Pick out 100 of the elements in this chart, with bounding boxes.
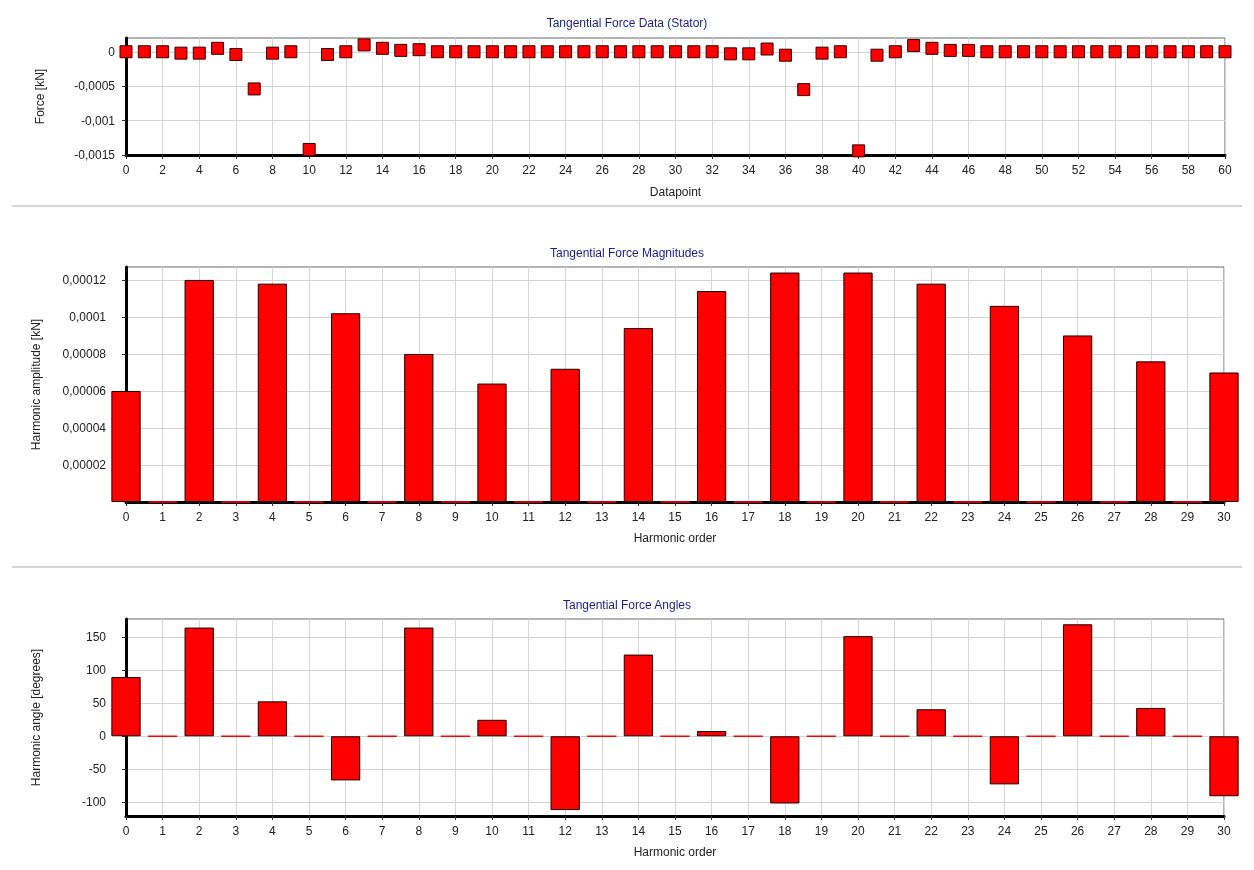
x-tick-label: 16 <box>704 510 719 524</box>
y-tick-label: -0,0015 <box>74 148 116 162</box>
x-tick-label: 28 <box>632 163 646 177</box>
x-tick-label: 25 <box>1034 510 1048 524</box>
x-tick-label: 2 <box>159 163 167 177</box>
x-tick-label: 10 <box>302 163 317 177</box>
x-tick-label: 25 <box>1034 824 1048 838</box>
x-tick-label: 52 <box>1071 163 1086 177</box>
x-tick-label: 18 <box>449 163 463 177</box>
bar <box>404 627 434 737</box>
bar <box>330 736 361 781</box>
chart-title: Tangential Force Magnitudes <box>549 246 705 260</box>
x-tick-label: 20 <box>851 824 865 838</box>
x-axis-title: Harmonic order <box>633 531 717 545</box>
x-tick-label: 22 <box>924 824 939 838</box>
x-tick-label: 3 <box>232 510 240 524</box>
x-tick-label: 0 <box>122 824 130 838</box>
x-tick-label: 9 <box>452 824 460 838</box>
x-tick-label: 7 <box>378 824 386 838</box>
x-tick-label: 54 <box>1108 163 1123 177</box>
bar <box>477 719 507 737</box>
x-tick-label: 46 <box>961 163 976 177</box>
x-tick-label: 12 <box>558 510 573 524</box>
y-tick-label: 0,00004 <box>62 420 107 435</box>
bar <box>989 305 1020 502</box>
x-tick-label: 10 <box>485 824 499 838</box>
x-tick-label: 8 <box>269 163 277 177</box>
x-tick-label: 18 <box>778 510 792 524</box>
y-tick-label: 100 <box>85 663 107 678</box>
x-tick-label: 30 <box>1217 510 1231 524</box>
bar <box>843 636 873 737</box>
x-tick-label: 17 <box>741 824 756 838</box>
x-tick-label: 26 <box>1070 824 1085 838</box>
x-tick-label: 60 <box>1218 163 1232 177</box>
x-tick-label: 2 <box>195 510 203 524</box>
x-tick-label: 22 <box>522 163 536 177</box>
bar <box>696 291 727 502</box>
x-tick-label: 29 <box>1180 510 1195 524</box>
x-tick-label: 1 <box>159 510 167 524</box>
x-tick-label: 4 <box>269 824 277 838</box>
y-axis-title: Harmonic amplitude [kN] <box>29 318 43 451</box>
x-tick-label: 32 <box>705 163 720 177</box>
x-tick-label: 28 <box>1144 824 1158 838</box>
x-tick-label: 10 <box>485 510 499 524</box>
x-tick-label: 8 <box>415 510 423 524</box>
x-tick-label: 16 <box>704 824 719 838</box>
x-tick-label: 19 <box>814 510 829 524</box>
x-tick-label: 0 <box>122 163 130 177</box>
y-tick-label: 150 <box>85 630 107 645</box>
y-tick-label: 0,00006 <box>62 383 107 398</box>
x-tick-label: 1 <box>159 824 167 838</box>
x-tick-label: 15 <box>668 510 682 524</box>
bar <box>1209 372 1239 502</box>
x-tick-label: 14 <box>631 824 646 838</box>
bar <box>770 272 800 502</box>
x-tick-label: 42 <box>888 163 903 177</box>
bar <box>916 283 946 502</box>
bar <box>404 353 434 502</box>
x-axis-title: Harmonic order <box>633 845 717 859</box>
y-tick-label: 50 <box>92 696 107 711</box>
x-tick-label: 21 <box>887 824 902 838</box>
x-tick-label: 13 <box>595 824 609 838</box>
x-tick-label: 28 <box>1144 510 1158 524</box>
x-axis-title: Datapoint <box>649 185 702 199</box>
x-tick-label: 5 <box>305 510 313 524</box>
x-tick-label: 8 <box>415 824 423 838</box>
x-tick-label: 5 <box>305 824 313 838</box>
bar <box>111 390 141 502</box>
x-tick-label: 30 <box>668 163 683 177</box>
bar <box>916 709 946 737</box>
y-tick-label: 0,00002 <box>62 457 107 472</box>
x-tick-label: 14 <box>375 163 390 177</box>
x-tick-label: 38 <box>815 163 830 177</box>
x-tick-label: 22 <box>924 510 939 524</box>
x-tick-label: 4 <box>195 163 203 177</box>
x-tick-label: 30 <box>1217 824 1231 838</box>
y-axis-title: Force [kN] <box>33 68 47 125</box>
x-tick-label: 12 <box>558 824 573 838</box>
chart-title: Tangential Force Data (Stator) <box>546 16 708 30</box>
x-tick-label: 34 <box>742 163 756 177</box>
x-tick-label: 27 <box>1107 824 1122 838</box>
bar <box>184 627 214 737</box>
x-tick-label: 6 <box>232 163 240 177</box>
bar <box>1062 624 1093 737</box>
x-tick-label: 40 <box>851 163 866 177</box>
x-tick-label: 17 <box>741 510 756 524</box>
y-tick-label: -0,001 <box>80 113 116 128</box>
y-tick-label: -100 <box>81 795 107 810</box>
x-tick-label: 0 <box>122 510 130 524</box>
x-tick-label: 23 <box>961 510 975 524</box>
bar <box>1136 361 1166 502</box>
y-tick-label: 0 <box>108 44 116 59</box>
y-tick-label: 0,00012 <box>62 272 107 287</box>
bar <box>623 654 654 737</box>
bar <box>989 736 1020 785</box>
y-axis-title: Harmonic angle [degrees] <box>29 648 43 787</box>
bar <box>550 368 580 502</box>
x-tick-label: 36 <box>778 163 793 177</box>
x-tick-label: 26 <box>595 163 610 177</box>
x-tick-label: 7 <box>378 510 386 524</box>
